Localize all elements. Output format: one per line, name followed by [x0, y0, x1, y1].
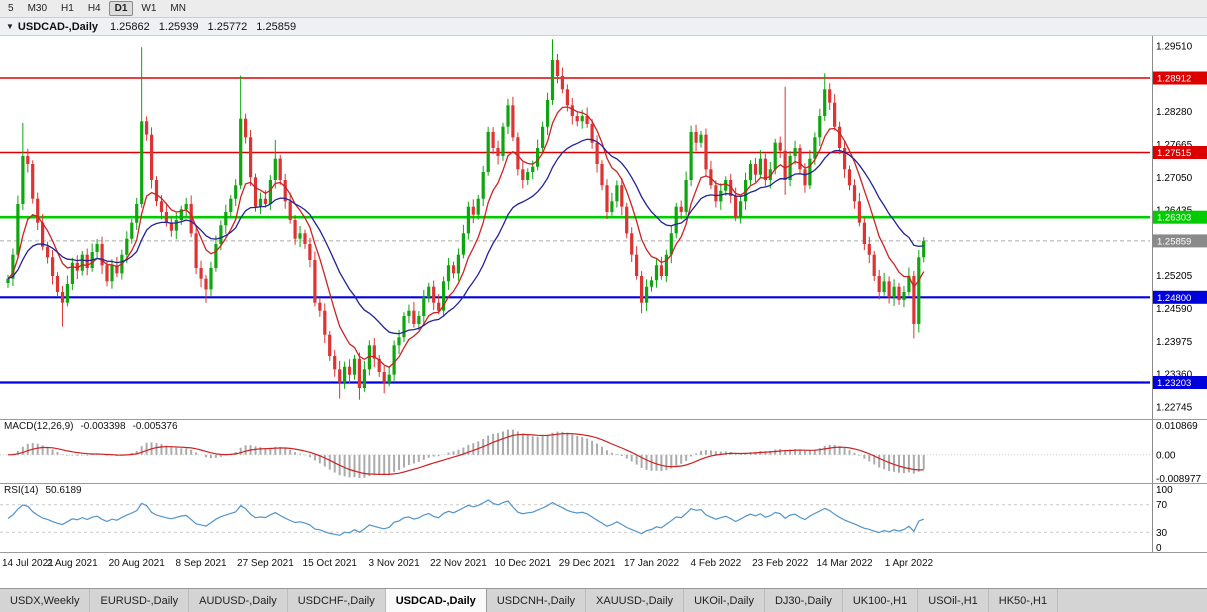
macd-signal-value: -0.005376 — [132, 421, 178, 432]
bottom-spacer — [0, 576, 1207, 588]
date-label: 17 Jan 2022 — [623, 558, 680, 569]
date-label: 15 Oct 2021 — [302, 558, 357, 569]
svg-text:1.23360: 1.23360 — [1156, 370, 1193, 381]
date-label: 8 Sep 2021 — [175, 558, 227, 569]
tab-ukoil-daily[interactable]: UKOil-,Daily — [684, 589, 765, 612]
macd-panel: MACD(12,26,9) -0.003398 -0.005376 0.010869… — [0, 420, 1207, 484]
svg-text:30: 30 — [1156, 528, 1168, 539]
svg-text:0.00: 0.00 — [1156, 450, 1176, 461]
date-label: 14 Jul 2021 — [2, 558, 54, 569]
tab-usdcad-daily[interactable]: USDCAD-,Daily — [385, 589, 487, 612]
timeframe-button-w1[interactable]: W1 — [141, 3, 157, 14]
date-axis: 14 Jul 2021 2 Aug 2021 20 Aug 2021 8 Sep 20… — [0, 553, 1207, 576]
macd-label: MACD(12,26,9) -0.003398 -0.005376 — [4, 421, 185, 432]
main-chart-panel: 1.295101.282801.276651.270501.264351.252… — [0, 36, 1207, 420]
svg-text:-0.008977: -0.008977 — [1156, 474, 1201, 484]
rsi-panel: RSI(14) 50.6189 100 70 30 0 — [0, 484, 1207, 553]
svg-text:1.25859: 1.25859 — [1157, 236, 1191, 247]
tab-hk50-h1[interactable]: HK50-,H1 — [989, 589, 1059, 612]
svg-text:1.26303: 1.26303 — [1157, 213, 1191, 224]
rsi-label: RSI(14) 50.6189 — [4, 485, 89, 496]
date-label: 23 Feb 2022 — [752, 558, 809, 569]
timeframe-button-mn[interactable]: MN — [170, 3, 186, 14]
date-label: 27 Sep 2021 — [237, 558, 294, 569]
svg-text:0: 0 — [1156, 543, 1162, 553]
svg-text:1.27665: 1.27665 — [1156, 140, 1193, 151]
macd-main-value: -0.003398 — [80, 421, 126, 432]
svg-text:1.23975: 1.23975 — [1156, 337, 1193, 348]
tab-usdcnh-daily[interactable]: USDCNH-,Daily — [487, 589, 587, 612]
svg-text:1.28280: 1.28280 — [1156, 107, 1193, 118]
main-chart-canvas[interactable]: 1.295101.282801.276651.270501.264351.252… — [0, 36, 1207, 420]
svg-text:1.28912: 1.28912 — [1157, 74, 1191, 85]
date-label: 1 Apr 2022 — [884, 558, 934, 569]
tab-usoil-h1[interactable]: USOil-,H1 — [918, 589, 989, 612]
svg-text:0.010869: 0.010869 — [1156, 421, 1198, 432]
chart-dropdown-icon[interactable]: ▼ — [6, 22, 14, 31]
rsi-value: 50.6189 — [45, 485, 82, 496]
date-label: 29 Dec 2021 — [558, 558, 616, 569]
svg-text:1.29510: 1.29510 — [1156, 42, 1193, 53]
date-label: 22 Nov 2021 — [430, 558, 487, 569]
svg-text:70: 70 — [1156, 500, 1168, 511]
timeframe-button-d1[interactable]: D1 — [108, 1, 134, 16]
svg-text:1.22745: 1.22745 — [1156, 402, 1193, 413]
timeframe-button-h1[interactable]: H1 — [61, 3, 74, 14]
svg-text:1.24800: 1.24800 — [1157, 293, 1191, 304]
rsi-canvas[interactable]: 100 70 30 0 — [0, 484, 1207, 553]
ohlc-high-value: 1.25939 — [158, 20, 199, 33]
tab-dj30-daily[interactable]: DJ30-,Daily — [765, 589, 843, 612]
svg-text:1.25205: 1.25205 — [1156, 271, 1193, 282]
date-label: 4 Feb 2022 — [690, 558, 742, 569]
tab-usdx-weekly[interactable]: USDX,Weekly — [0, 589, 91, 612]
svg-text:1.27515: 1.27515 — [1157, 148, 1191, 159]
ohlc-low-value: 1.25772 — [207, 20, 248, 33]
timeframe-toolbar: 5 M30 H1 H4 D1 W1 MN — [0, 0, 1207, 18]
ohlc-open-value: 1.25862 — [110, 20, 150, 33]
date-label: 2 Aug 2021 — [47, 558, 98, 569]
symbol-tabbar: USDX,Weekly EURUSD-,Daily AUDUSD-,Daily USD… — [0, 588, 1207, 612]
date-label: 14 Mar 2022 — [816, 558, 873, 569]
tab-uk100-h1[interactable]: UK100-,H1 — [843, 589, 919, 612]
ohlc-close-value: 1.25859 — [256, 20, 297, 33]
svg-text:1.23203: 1.23203 — [1157, 378, 1191, 389]
tab-audusd-daily[interactable]: AUDUSD-,Daily — [189, 589, 288, 612]
tab-usdchf-daily[interactable]: USDCHF-,Daily — [288, 589, 386, 612]
svg-text:1.24590: 1.24590 — [1156, 304, 1193, 315]
timeframe-button-h4[interactable]: H4 — [87, 3, 101, 14]
svg-text:100: 100 — [1156, 485, 1173, 496]
tab-xauusd-daily[interactable]: XAUUSD-,Daily — [586, 589, 685, 612]
timeframe-button-5[interactable]: 5 — [8, 3, 14, 14]
chart-header: ▼ USDCAD-,Daily 1.25862 1.25939 1.25772 … — [0, 18, 1207, 36]
tab-eurusd-daily[interactable]: EURUSD-,Daily — [90, 589, 190, 612]
svg-text:1.27050: 1.27050 — [1156, 173, 1193, 184]
timeframe-button-m30[interactable]: M30 — [27, 3, 48, 14]
date-label: 20 Aug 2021 — [108, 558, 165, 569]
date-label: 3 Nov 2021 — [368, 558, 420, 569]
macd-name: MACD(12,26,9) — [4, 421, 74, 432]
chart-symbol-label: USDCAD-,Daily — [17, 20, 98, 33]
rsi-name: RSI(14) — [4, 485, 39, 496]
macd-canvas[interactable]: 0.010869 0.00 -0.008977 — [0, 420, 1207, 484]
date-label: 10 Dec 2021 — [494, 558, 552, 569]
